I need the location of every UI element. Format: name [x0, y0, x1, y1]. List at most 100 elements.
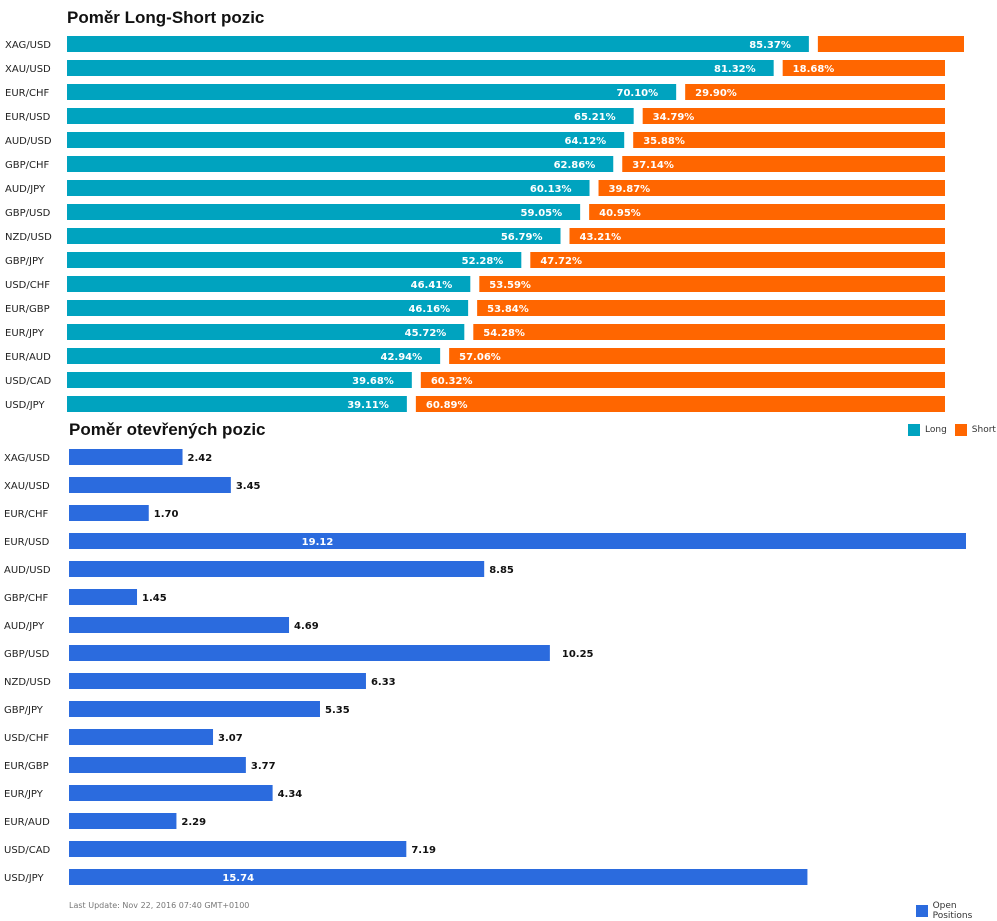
- long-value-label-gbp-chf: 62.86%: [554, 160, 596, 171]
- open-positions-bar-usd-cad: [69, 841, 407, 857]
- open-positions-value-label-gbp-jpy: 5.35: [325, 705, 350, 716]
- category-label-gbp-chf: GBP/CHF: [4, 593, 49, 604]
- long-bar-gbp-jpy: [67, 252, 522, 268]
- category-label-usd-jpy: USD/JPY: [4, 873, 44, 884]
- short-value-label-gbp-chf: 37.14%: [632, 160, 674, 171]
- short-bar-usd-chf: [479, 276, 945, 292]
- open-positions-bar-eur-gbp: [69, 757, 246, 773]
- short-value-label-gbp-jpy: 47.72%: [540, 256, 582, 267]
- open-positions-value-label-eur-usd: 19.12: [302, 537, 334, 548]
- category-label-xau-usd: XAU/USD: [5, 64, 51, 75]
- open-positions-value-label-eur-chf: 1.70: [154, 509, 179, 520]
- long-bar-eur-gbp: [67, 300, 469, 316]
- open-positions-swatch: [916, 905, 928, 917]
- legend-label-long: Long: [925, 425, 947, 435]
- long-value-label-aud-usd: 64.12%: [565, 136, 607, 147]
- open-positions-value-label-xau-usd: 3.45: [236, 481, 261, 492]
- category-label-xag-usd: XAG/USD: [4, 453, 50, 464]
- open-positions-value-label-gbp-chf: 1.45: [142, 593, 167, 604]
- long-value-label-xag-usd: 85.37%: [749, 40, 791, 51]
- short-bar-aud-jpy: [598, 180, 945, 196]
- long-value-label-eur-jpy: 45.72%: [405, 328, 447, 339]
- open-positions-value-label-usd-cad: 7.19: [411, 845, 436, 856]
- short-swatch: [954, 424, 967, 436]
- open-positions-bar-aud-jpy: [69, 617, 290, 633]
- short-value-label-usd-jpy: 60.89%: [426, 400, 468, 411]
- category-label-gbp-jpy: GBP/JPY: [5, 256, 45, 267]
- long-value-label-eur-chf: 70.10%: [617, 88, 659, 99]
- short-value-label-eur-jpy: 54.28%: [483, 328, 525, 339]
- category-label-eur-chf: EUR/CHF: [4, 509, 48, 520]
- long-short-chart: XAG/USD 85.37% XAU/USD 81.32% 18.68% EUR/CHF 7…: [5, 36, 964, 412]
- long-bar-gbp-chf: [67, 156, 614, 172]
- legend-label-open-positions: Open Positions: [932, 901, 973, 921]
- open-positions-bar-aud-usd: [69, 561, 485, 577]
- long-bar-nzd-usd: [67, 228, 561, 244]
- long-bar-eur-usd: [67, 108, 634, 124]
- long-bar-eur-chf: [67, 84, 677, 100]
- open-positions-bar-nzd-usd: [69, 673, 366, 689]
- category-label-eur-usd: EUR/USD: [5, 112, 51, 123]
- short-bar-usd-cad: [420, 372, 945, 388]
- category-label-eur-gbp: EUR/GBP: [4, 761, 49, 772]
- category-label-eur-jpy: EUR/JPY: [4, 789, 44, 800]
- open-positions-bar-gbp-chf: [69, 589, 138, 605]
- short-value-label-gbp-usd: 40.95%: [599, 208, 641, 219]
- short-bar-eur-jpy: [473, 324, 945, 340]
- long-value-label-gbp-usd: 59.05%: [520, 208, 562, 219]
- category-label-gbp-chf: GBP/CHF: [5, 160, 50, 171]
- open-positions-legend: Open Positions: [916, 901, 997, 921]
- short-value-label-usd-chf: 53.59%: [489, 280, 531, 291]
- category-label-nzd-usd: NZD/USD: [4, 677, 51, 688]
- short-bar-eur-aud: [449, 348, 945, 364]
- long-swatch: [908, 424, 920, 436]
- category-label-eur-aud: EUR/AUD: [5, 352, 51, 363]
- category-label-eur-usd: EUR/USD: [4, 537, 50, 548]
- open-positions-bar-eur-usd: [69, 533, 966, 549]
- long-bar-gbp-usd: [67, 204, 581, 220]
- long-value-label-xau-usd: 81.32%: [714, 64, 756, 75]
- open-positions-bar-usd-chf: [69, 729, 214, 745]
- open-positions-value-label-eur-jpy: 4.34: [278, 789, 303, 800]
- long-value-label-usd-jpy: 39.11%: [347, 400, 389, 411]
- long-bar-usd-cad: [67, 372, 412, 388]
- long-value-label-eur-usd: 65.21%: [574, 112, 616, 123]
- open-positions-value-label-usd-jpy: 15.74: [222, 873, 254, 884]
- category-label-usd-cad: USD/CAD: [4, 845, 51, 856]
- legend-label-short: Short: [971, 425, 996, 435]
- long-short-chart-title: Poměr Long-Short pozic: [67, 8, 265, 27]
- open-positions-bar-usd-jpy: [69, 869, 808, 885]
- short-bar-eur-chf: [685, 84, 945, 100]
- short-bar-usd-jpy: [415, 396, 945, 412]
- open-positions-bar-eur-jpy: [69, 785, 273, 801]
- short-bar-gbp-jpy: [530, 252, 945, 268]
- open-positions-chart-title: Poměr otevřených pozic: [69, 420, 266, 439]
- open-positions-value-label-aud-usd: 8.85: [489, 565, 514, 576]
- long-bar-usd-chf: [67, 276, 471, 292]
- long-bar-xau-usd: [67, 60, 774, 76]
- open-positions-value-label-eur-aud: 2.29: [181, 817, 206, 828]
- open-positions-bar-eur-chf: [69, 505, 149, 521]
- category-label-aud-usd: AUD/USD: [5, 136, 52, 147]
- legend-item-long: Long: [908, 424, 947, 436]
- long-value-label-gbp-jpy: 52.28%: [462, 256, 504, 267]
- open-positions-value-label-aud-jpy: 4.69: [294, 621, 319, 632]
- long-value-label-nzd-usd: 56.79%: [501, 232, 543, 243]
- open-positions-value-label-gbp-usd: 10.25: [562, 649, 594, 660]
- long-bar-xag-usd: [67, 36, 809, 52]
- category-label-gbp-usd: GBP/USD: [5, 208, 51, 219]
- open-positions-bar-gbp-usd: [69, 645, 550, 661]
- long-value-label-aud-jpy: 60.13%: [530, 184, 572, 195]
- category-label-usd-chf: USD/CHF: [5, 280, 50, 291]
- short-bar-xau-usd: [782, 60, 945, 76]
- category-label-aud-usd: AUD/USD: [4, 565, 51, 576]
- category-label-usd-cad: USD/CAD: [5, 376, 52, 387]
- short-bar-gbp-usd: [589, 204, 945, 220]
- long-bar-aud-jpy: [67, 180, 590, 196]
- open-positions-value-label-xag-usd: 2.42: [188, 453, 213, 464]
- short-bar-eur-usd: [642, 108, 945, 124]
- long-bar-usd-jpy: [67, 396, 407, 412]
- short-bar-gbp-chf: [622, 156, 945, 172]
- open-positions-bar-gbp-jpy: [69, 701, 320, 717]
